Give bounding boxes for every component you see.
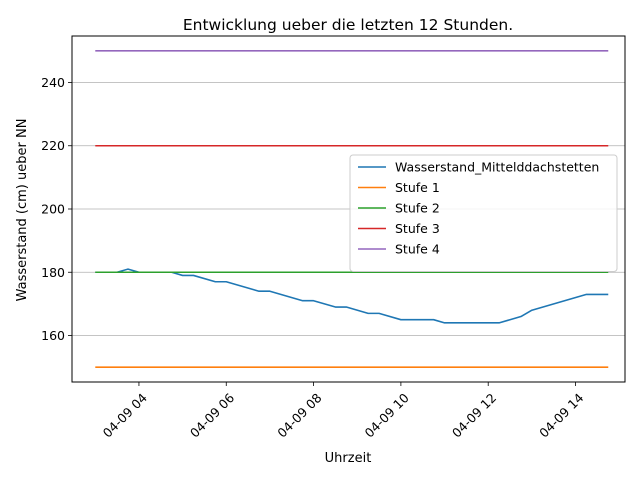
legend-box	[349, 154, 618, 272]
series-lines	[95, 50, 609, 368]
series-line-wasserstand-mittelddachstetten	[95, 268, 609, 324]
x-tick-label: 04-09 06	[187, 390, 237, 440]
x-tick-label: 04-09 12	[449, 390, 499, 440]
y-tick-label: 200	[41, 202, 65, 217]
legend: Wasserstand_Mittelddachstetten Stufe 1 Stu…	[349, 154, 618, 272]
legend-entry-label: Wasserstand_Mittelddachstetten	[395, 160, 599, 175]
y-tick-label: 160	[41, 328, 65, 343]
x-axis-label: Uhrzeit	[325, 451, 372, 466]
legend-entry-label: Stufe 1	[395, 180, 440, 195]
y-tick-label: 220	[41, 138, 65, 153]
y-tick-label: 240	[41, 75, 65, 90]
legend-entry-label: Stufe 4	[395, 242, 440, 257]
x-tick-label: 04-09 10	[362, 390, 412, 440]
legend-entry-label: Stufe 2	[395, 201, 440, 216]
y-tick-label: 180	[41, 265, 65, 280]
x-tick-label: 04-09 14	[536, 390, 586, 440]
x-tick-label: 04-09 04	[100, 390, 150, 440]
chart-title: Entwicklung ueber die letzten 12 Stunden…	[183, 16, 513, 34]
x-tick-label: 04-09 08	[274, 390, 324, 440]
y-axis-label: Wasserstand (cm) ueber NN	[15, 119, 30, 302]
legend-entry-label: Stufe 3	[395, 221, 440, 236]
